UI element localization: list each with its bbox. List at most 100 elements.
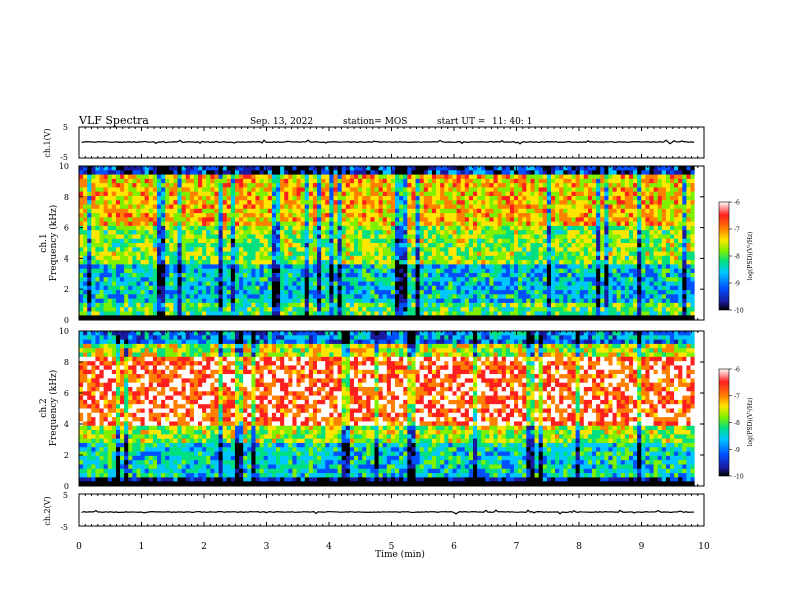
spectrogram-cell <box>173 178 178 184</box>
spectrogram-cell <box>514 277 519 282</box>
spectrogram-cell <box>124 234 129 240</box>
spectrogram-cell <box>473 195 478 201</box>
spectrogram-cell <box>148 298 154 304</box>
spectrogram-cell <box>329 251 334 257</box>
spectrogram-cell <box>169 268 174 274</box>
spectrogram-cell <box>583 221 589 227</box>
spectrogram-cell <box>489 311 494 317</box>
spectrogram-cell <box>181 307 187 312</box>
spectrogram-cell <box>440 307 445 312</box>
spectrogram-cell <box>276 183 281 188</box>
spectrogram-cell <box>325 230 330 235</box>
spectrogram-cell <box>550 208 556 214</box>
spectrogram-cell <box>468 260 474 265</box>
spectrogram-cell <box>407 268 412 274</box>
spectrogram-cell <box>366 264 371 270</box>
spectrogram-cell <box>173 290 178 295</box>
spectrogram-cell <box>378 307 384 312</box>
spectrogram-cell <box>107 311 113 317</box>
spectrogram-cell <box>292 230 297 235</box>
spectrogram-cell <box>267 277 273 282</box>
spectrogram-cell <box>633 285 638 291</box>
spectrogram-cell <box>481 221 486 227</box>
spectrogram-cell <box>255 311 260 317</box>
spectrogram-cell <box>633 251 638 257</box>
spectrogram-cell <box>136 268 141 274</box>
spectrogram-cell <box>452 217 457 223</box>
spectrogram-cell <box>214 187 219 193</box>
spectrogram-cell <box>325 200 330 205</box>
spectrogram-cell <box>300 311 306 317</box>
spectrogram-cell <box>530 191 535 197</box>
spectrogram-cell <box>579 255 585 261</box>
spectrogram-cell <box>403 191 408 197</box>
spectrogram-cell <box>214 191 219 197</box>
spectrogram-cell <box>374 298 379 304</box>
spectrogram-cell <box>624 204 630 210</box>
spectrogram-cell <box>358 247 363 252</box>
spectrogram-cell <box>292 281 297 287</box>
spectrogram-cell <box>259 200 265 205</box>
spectrogram-cell <box>263 255 269 261</box>
spectrogram-cell <box>300 217 306 223</box>
spectrogram-cell <box>165 187 170 193</box>
spectrogram-cell <box>624 268 630 274</box>
spectrogram-cell <box>362 191 367 197</box>
spectrogram-cell <box>444 208 449 214</box>
spectrogram-cell <box>485 247 490 252</box>
spectrogram-cell <box>120 221 125 227</box>
spectrogram-cell <box>173 217 178 223</box>
spectrogram-cell <box>325 298 330 304</box>
spectrogram-cell <box>99 251 105 257</box>
spectrogram-cell <box>370 290 375 295</box>
spectrogram-cell <box>620 174 626 180</box>
spectrogram-cell <box>526 281 531 287</box>
spectrogram-cell <box>337 195 343 201</box>
spectrogram-cell <box>329 302 334 308</box>
spectrogram-cell <box>436 213 441 218</box>
spectrogram-cell <box>177 247 182 252</box>
spectrogram-cell <box>144 298 150 304</box>
spectrogram-cell <box>555 221 560 227</box>
spectrogram-cell <box>370 272 375 278</box>
spectrogram-cell <box>107 251 113 257</box>
spectrogram-cell <box>489 307 494 312</box>
spectrogram-cell <box>230 281 236 287</box>
spectrogram-cell <box>423 187 429 193</box>
spectrogram-cell <box>460 213 466 218</box>
spectrogram-cell <box>436 285 441 291</box>
spectrogram-cell <box>378 230 384 235</box>
spectrogram-cell <box>596 255 601 261</box>
spectrogram-cell <box>259 213 265 218</box>
spectrogram-cell <box>542 268 548 274</box>
spectrogram-cell <box>641 277 646 282</box>
spectrogram-cell <box>501 191 507 197</box>
spectrogram-cell <box>415 174 421 180</box>
spectrogram-cell <box>407 311 412 317</box>
spectrogram-cell <box>452 234 457 240</box>
spectrogram-cell <box>431 200 437 205</box>
spectrogram-cell <box>514 238 519 244</box>
spectrogram-cell <box>436 243 441 248</box>
spectrogram-cell <box>431 183 437 188</box>
spectrogram-cell <box>526 230 531 235</box>
spectrogram-cell <box>542 298 548 304</box>
spectrogram-cell <box>530 170 535 175</box>
spectrogram-cell <box>156 255 162 261</box>
spectrogram-cell <box>382 247 388 252</box>
spectrogram-cell <box>79 307 84 312</box>
ch1-wave-ytick-top: 5 <box>63 123 68 132</box>
spectrogram-cell <box>526 225 531 231</box>
spectrogram-cell <box>386 294 392 300</box>
spectrogram-cell <box>345 260 351 265</box>
spectrogram-cell <box>431 238 437 244</box>
spectrogram-cell <box>583 251 589 257</box>
spectrogram-cell <box>284 238 289 244</box>
spectrogram-cell <box>136 290 141 295</box>
spectrogram-cell <box>423 225 429 231</box>
spectrogram-cell <box>214 217 219 223</box>
spectrogram-cell <box>370 225 375 231</box>
spectrogram-cell <box>263 234 269 240</box>
spectrogram-cell <box>87 255 92 261</box>
spectrogram-cell <box>460 170 466 175</box>
